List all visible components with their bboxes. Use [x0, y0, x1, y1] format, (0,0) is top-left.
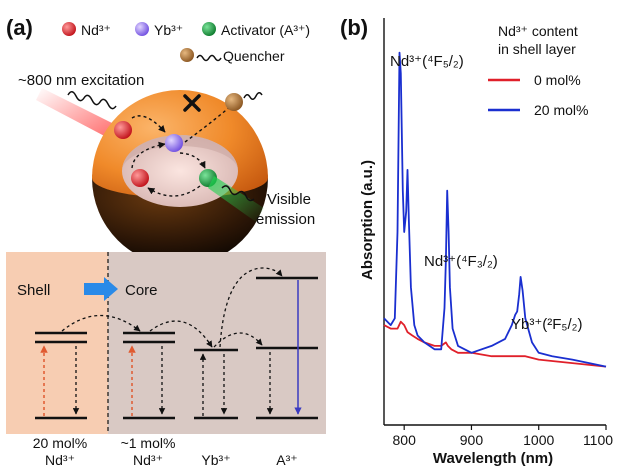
x-tick-label: 1000 — [523, 432, 554, 448]
series-line-1 — [383, 51, 607, 368]
x-tick-label: 1100 — [583, 432, 613, 448]
quencher-wave — [243, 92, 263, 100]
emission-label-line2: emission — [256, 211, 315, 228]
peak-annotation-yb: Yb³⁺(²F₅/₂) — [511, 316, 582, 333]
excitation-label: ~800 nm excitation — [18, 72, 144, 89]
nanoparticle — [92, 90, 268, 266]
nd-ion-core — [131, 169, 149, 187]
x-axis-title: Wavelength (nm) — [433, 450, 553, 467]
x-ticks: 800 900 1000 1100 — [393, 425, 613, 448]
transfer-arrow-yb-activator — [179, 152, 206, 169]
panel-b-label: (b) — [340, 15, 368, 40]
legend-label-20mol: 20 mol% — [534, 102, 588, 118]
nd-ion-shell — [114, 121, 132, 139]
peak-annotation-4f32: Nd³⁺(⁴F₃/₂) — [424, 253, 498, 270]
excitation-glow — [36, 88, 118, 140]
x-tick-label: 800 — [393, 432, 417, 448]
quencher-wave-icon — [196, 54, 222, 62]
column-label-line2: Nd³⁺ — [45, 452, 75, 468]
sphere-bottom-hemisphere — [92, 178, 268, 266]
transfer-arrow-nd-yb-core — [131, 141, 166, 169]
blocked-cross-icon — [183, 94, 201, 112]
legend-label-0mol: 0 mol% — [534, 72, 581, 88]
legend-quencher-label: Quencher — [223, 48, 285, 64]
y-axis-title: Absorption (a.u.) — [359, 160, 376, 280]
series-layer — [383, 51, 607, 368]
yb-ion-core — [165, 134, 183, 152]
column-label-line1: 20 mol% — [33, 435, 87, 451]
legend-activator-label: Activator (A³⁺) — [221, 22, 310, 38]
excitation-wave-icon — [67, 91, 117, 110]
column-label-line2: Nd³⁺ — [133, 452, 163, 468]
panel-a-label: (a) — [6, 15, 33, 40]
column-label-line1: ~1 mol% — [121, 435, 176, 451]
nd-yb-transfer-arrow — [149, 320, 213, 348]
panel-a: (a) Nd³⁺ Yb³⁺ Activator (A³⁺) Quencher ~… — [6, 15, 326, 468]
nd-ion-icon — [62, 22, 76, 36]
legend-title-line2: in shell layer — [498, 41, 576, 57]
legend-yb-label: Yb³⁺ — [154, 22, 183, 38]
shell-label: Shell — [17, 282, 50, 299]
quencher-icon — [180, 48, 194, 62]
column-label-line2: Yb³⁺ — [201, 452, 230, 468]
core-rim-shadow — [122, 135, 238, 171]
panel-b: (b) 800 900 1000 1100 Wavelength (nm) Absor… — [340, 15, 613, 467]
species-legend: Nd³⁺ Yb³⁺ Activator (A³⁺) Quencher — [62, 22, 310, 64]
legend-title-line1: Nd³⁺ content — [498, 23, 578, 39]
transfer-arrow-activator-nd — [147, 185, 201, 197]
column-label-line2: A³⁺ — [276, 452, 297, 468]
energy-levels — [35, 276, 318, 420]
quencher-ion — [225, 93, 243, 111]
emission-wave-icon — [221, 185, 255, 202]
shell-to-core-arrow-icon — [84, 277, 118, 301]
yb-ion-icon — [135, 22, 149, 36]
column-labels: 20 mol% Nd³⁺ ~1 mol% Nd³⁺ Yb³⁺ A³⁺ — [33, 435, 298, 468]
core-label: Core — [125, 282, 158, 299]
legend-nd-label: Nd³⁺ — [81, 22, 111, 38]
series-line-0 — [383, 320, 607, 368]
energy-level-diagram: Shell Core — [6, 252, 326, 434]
activator-ion-icon — [202, 22, 216, 36]
x-tick-label: 900 — [460, 432, 484, 448]
shell-core-transfer-arrow — [61, 314, 141, 332]
peak-annotation-4f52: Nd³⁺(⁴F₅/₂) — [390, 53, 464, 70]
transfer-arrow-nd-yb — [131, 115, 166, 133]
emission-label-line1: Visible — [267, 191, 311, 208]
